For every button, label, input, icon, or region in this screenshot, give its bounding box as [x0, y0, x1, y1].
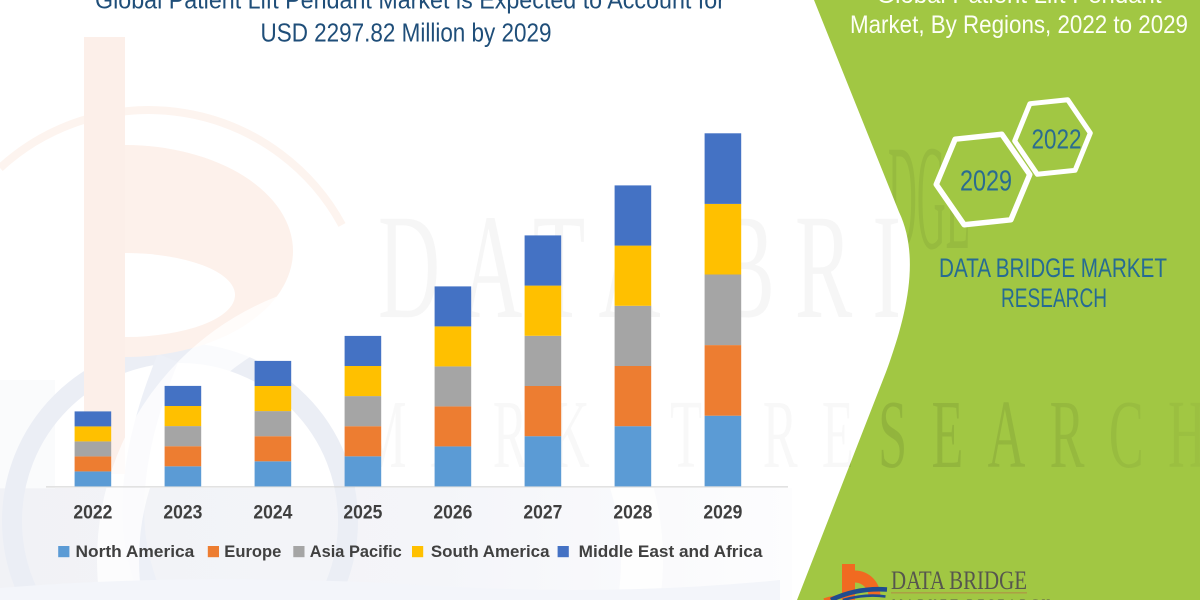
svg-text:DATA BRIDGE MARKET: DATA BRIDGE MARKET: [939, 253, 1167, 283]
svg-text:2027: 2027: [523, 502, 562, 523]
svg-text:2026: 2026: [433, 502, 472, 523]
svg-text:Global Patient Lift Pendant Ma: Global Patient Lift Pendant Market is Ex…: [95, 0, 725, 15]
svg-text:Global Patient Lift Pendant: Global Patient Lift Pendant: [877, 0, 1162, 9]
svg-text:Market, By Regions, 2022 to 20: Market, By Regions, 2022 to 2029: [850, 11, 1188, 39]
svg-text:2023: 2023: [163, 502, 202, 523]
svg-text:2024: 2024: [253, 502, 292, 523]
svg-text:DATA BRIDGE: DATA BRIDGE: [891, 566, 1027, 595]
svg-text:2028: 2028: [613, 502, 652, 523]
svg-text:Middle East and Africa: Middle East and Africa: [579, 543, 764, 561]
svg-text:South America: South America: [431, 543, 550, 561]
svg-text:RESEARCH: RESEARCH: [1001, 283, 1107, 313]
svg-text:2029: 2029: [960, 166, 1012, 198]
svg-text:Asia Pacific: Asia Pacific: [310, 543, 402, 561]
svg-text:2025: 2025: [343, 502, 382, 523]
svg-text:USD 2297.82 Million by 2029: USD 2297.82 Million by 2029: [261, 19, 552, 47]
svg-text:2022: 2022: [1032, 124, 1082, 155]
svg-text:2022: 2022: [73, 502, 112, 523]
svg-text:North America: North America: [76, 543, 196, 561]
svg-text:MARKET RESEARCH: MARKET RESEARCH: [892, 596, 1053, 600]
svg-text:2029: 2029: [703, 502, 742, 523]
svg-text:Europe: Europe: [224, 543, 281, 561]
